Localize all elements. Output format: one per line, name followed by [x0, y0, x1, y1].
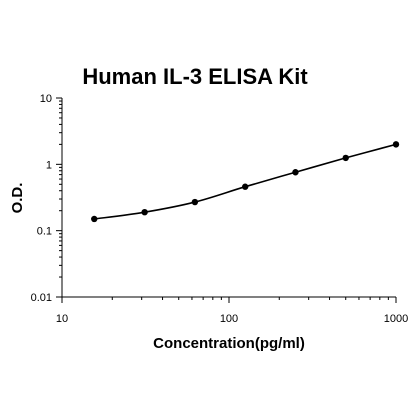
x-tick-label: 100	[220, 313, 238, 325]
y-tick-label: 10	[40, 93, 52, 105]
data-point	[241, 183, 249, 190]
y-axis-label: O.D.	[9, 183, 26, 214]
y-tick-label: 0.01	[31, 292, 52, 304]
data-point	[292, 169, 299, 176]
data-point	[392, 141, 400, 148]
data-points	[91, 141, 400, 223]
y-tick-label: 0.1	[37, 226, 52, 238]
axes	[61, 98, 396, 298]
fitted-curve	[94, 143, 397, 220]
data-point	[342, 154, 349, 162]
data-point	[191, 198, 199, 206]
x-tick-label: 10	[56, 313, 68, 325]
x-tick-label: 1000	[384, 313, 408, 325]
y-axis-ticks: 0.01 0.1 1 10	[31, 93, 62, 304]
y-tick-label: 1	[46, 159, 52, 171]
x-axis-ticks: 10 100 1000	[56, 297, 408, 325]
data-point	[91, 215, 98, 223]
x-axis-label: Concentration(pg/ml)	[153, 335, 305, 352]
data-point	[141, 208, 148, 216]
chart-title: Human IL-3 ELISA Kit	[82, 64, 308, 89]
